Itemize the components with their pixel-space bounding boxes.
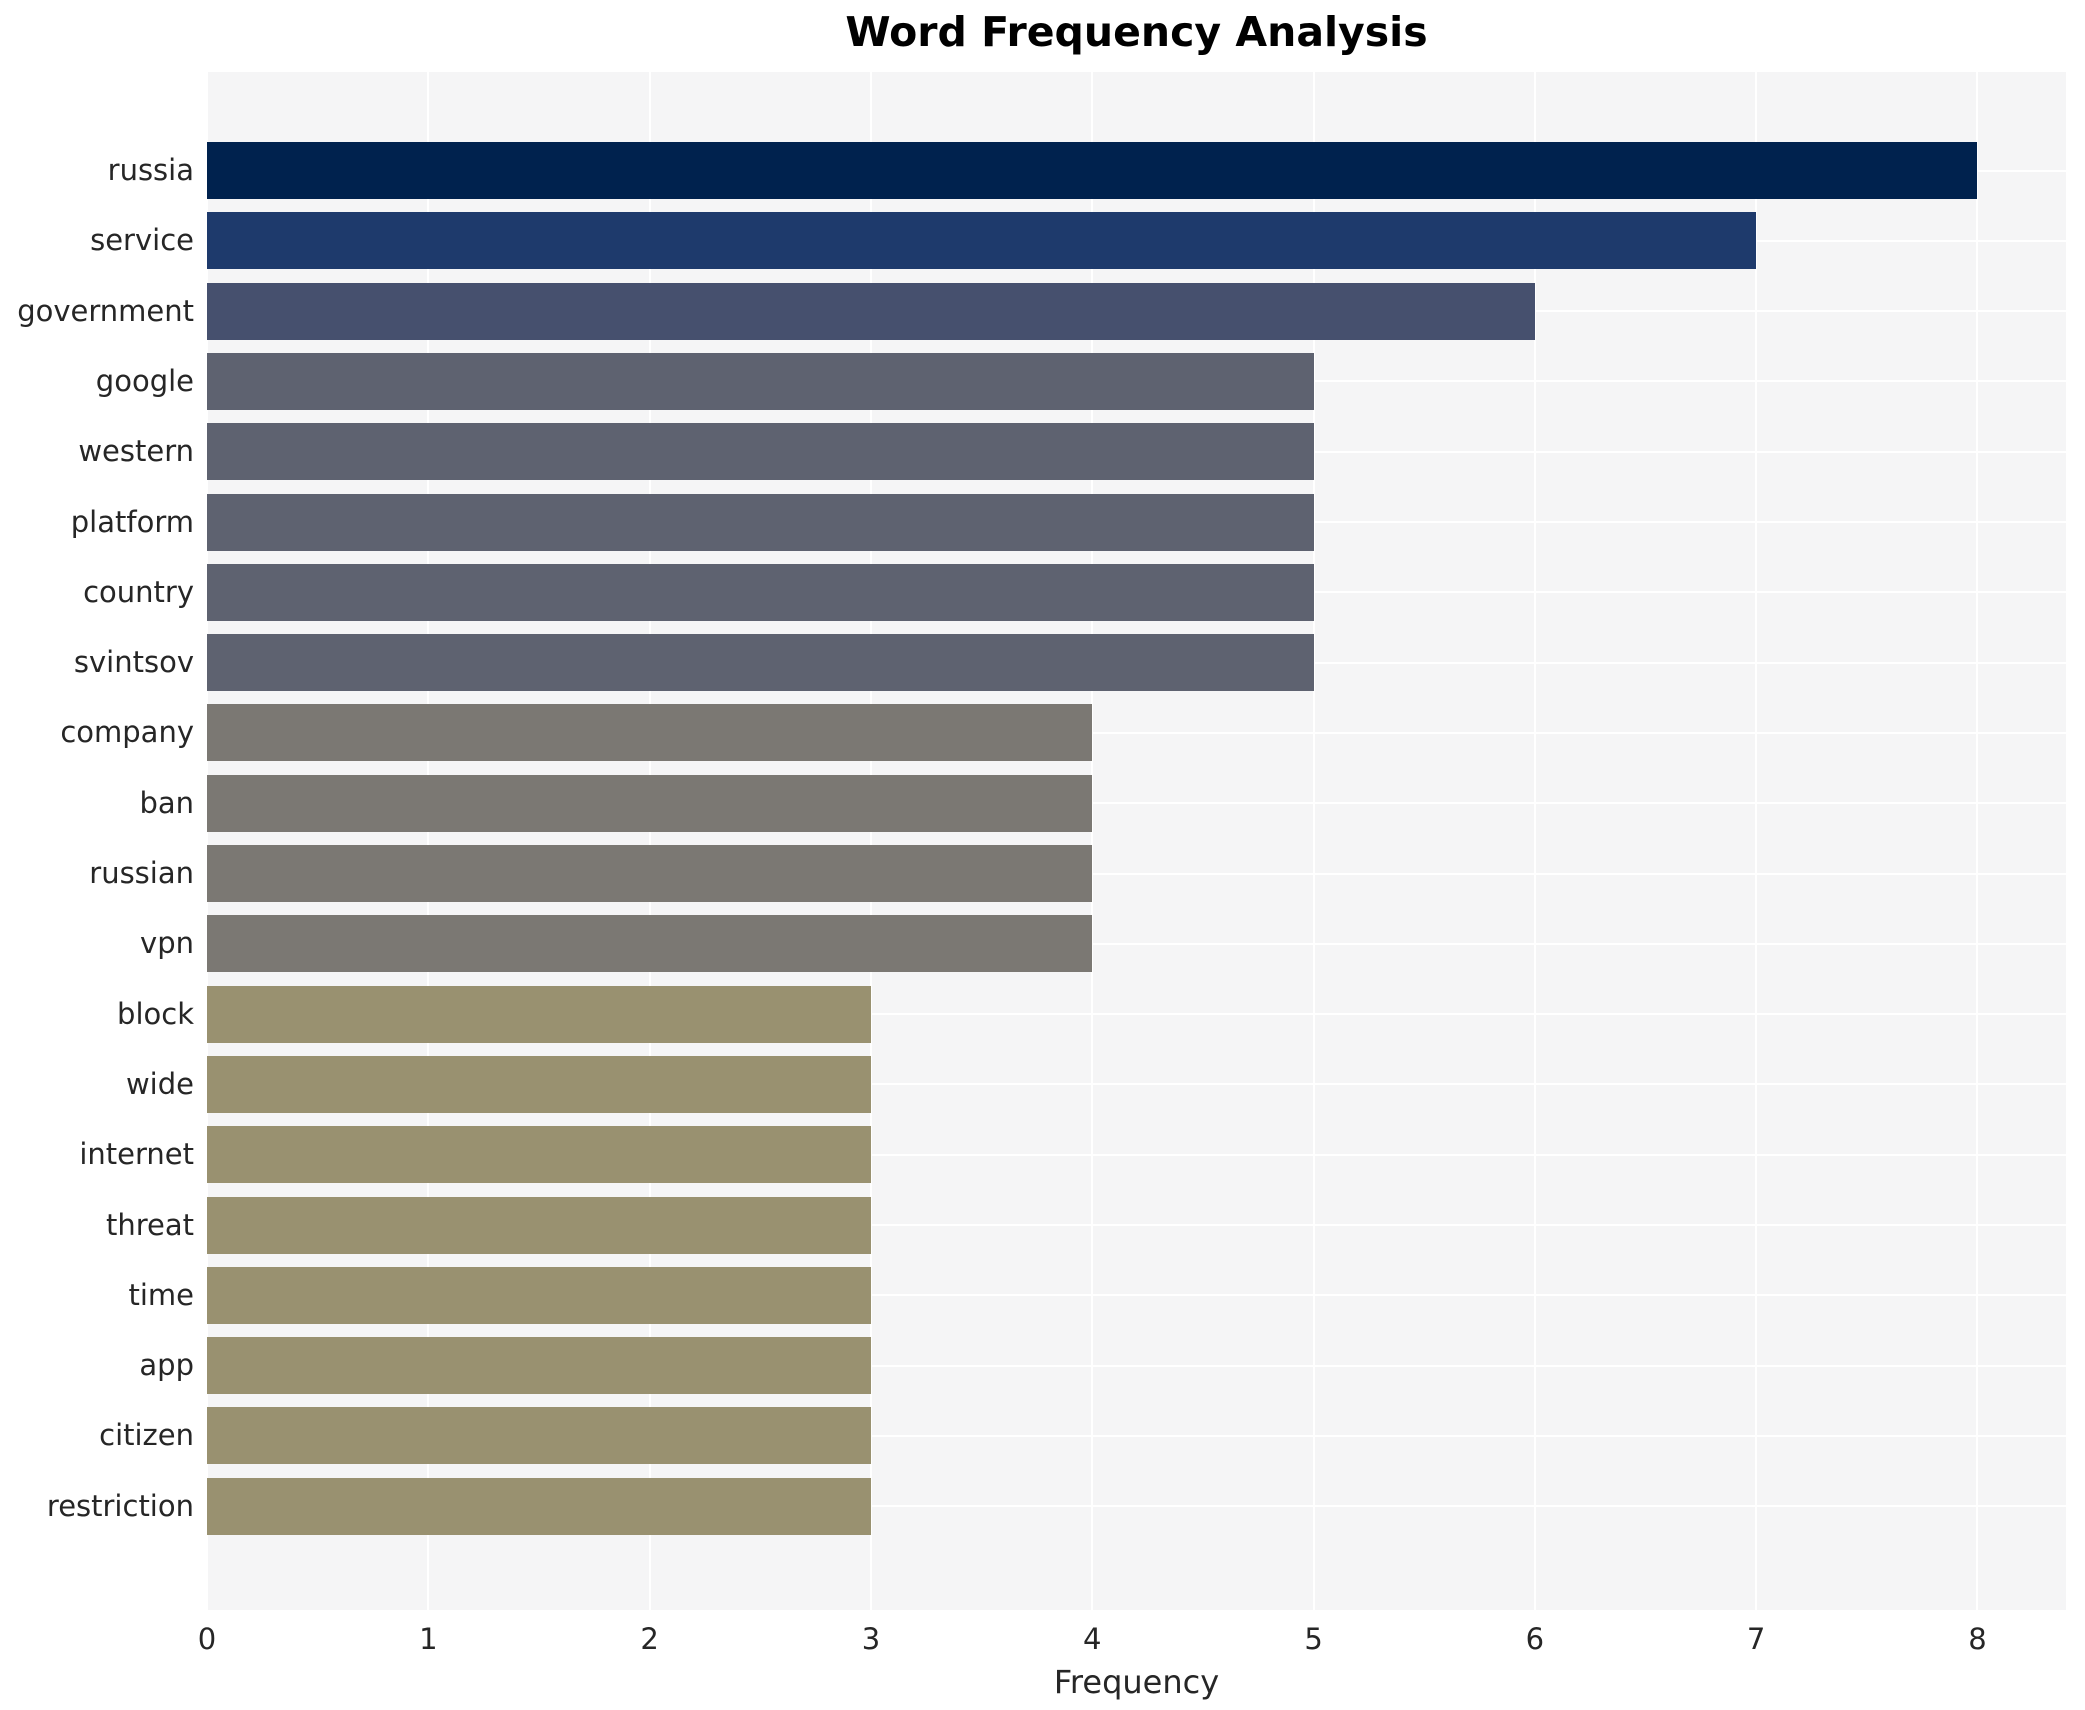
bar-citizen [207, 1407, 871, 1465]
gridline-y-citizen [207, 1434, 2066, 1437]
y-label-ban: ban [139, 785, 194, 820]
gridline-y-time [207, 1294, 2066, 1297]
bar-wide [207, 1055, 871, 1113]
bar-government [207, 282, 1535, 340]
gridline-x-4 [1091, 72, 1094, 1610]
gridline-x-7 [1755, 72, 1758, 1610]
bar-time [207, 1266, 871, 1324]
bar-block [207, 985, 871, 1043]
gridline-y-block [207, 1013, 2066, 1016]
y-label-russia: russia [107, 153, 194, 187]
bar-vpn [207, 915, 1093, 973]
bar-internet [207, 1126, 871, 1184]
y-label-google: google [95, 363, 194, 398]
gridline-y-wide [207, 1083, 2066, 1086]
bar-ban [207, 774, 1093, 832]
y-label-svintsov: svintsov [73, 645, 194, 680]
gridline-x-0 [206, 72, 208, 1610]
gridline-x-3 [869, 72, 872, 1610]
bar-russian [207, 845, 1093, 902]
y-label-vpn: vpn [140, 926, 194, 961]
y-label-app: app [139, 1348, 194, 1383]
x-tick-0: 0 [197, 1622, 217, 1656]
x-tick-2: 2 [640, 1622, 659, 1656]
y-label-service: service [90, 223, 194, 258]
x-tick-3: 3 [861, 1622, 881, 1656]
x-tick-6: 6 [1525, 1622, 1545, 1656]
plot-area [206, 72, 2066, 1610]
y-label-citizen: citizen [99, 1418, 194, 1453]
bar-svintsov [207, 634, 1314, 692]
y-label-restriction: restriction [46, 1488, 194, 1523]
y-label-western: western [78, 434, 194, 469]
y-label-threat: threat [105, 1207, 194, 1242]
x-tick-1: 1 [419, 1622, 438, 1656]
bar-country [207, 563, 1314, 621]
bar-platform [207, 493, 1314, 551]
y-label-government: government [17, 293, 194, 328]
x-tick-4: 4 [1083, 1622, 1102, 1656]
gridline-y-app [207, 1364, 2066, 1367]
bar-russia [207, 142, 1978, 199]
gridline-y-internet [207, 1153, 2066, 1156]
x-tick-5: 5 [1304, 1622, 1323, 1656]
bar-company [207, 704, 1093, 762]
bar-threat [207, 1196, 871, 1254]
y-label-wide: wide [125, 1066, 194, 1101]
x-axis-label: Frequency [1053, 1663, 1220, 1701]
bar-western [207, 423, 1314, 481]
gridline-y-restriction [207, 1505, 2066, 1508]
bar-service [207, 212, 1757, 270]
gridline-x-8 [1976, 72, 1979, 1610]
gridline-y-ban [207, 802, 2066, 805]
gridline-y-threat [207, 1224, 2066, 1226]
x-tick-7: 7 [1746, 1622, 1766, 1656]
gridline-y-company [207, 731, 2066, 734]
y-label-platform: platform [70, 504, 194, 539]
y-label-internet: internet [79, 1137, 194, 1172]
x-tick-8: 8 [1968, 1622, 1987, 1656]
chart-title: Word Frequency Analysis [845, 8, 1428, 56]
y-label-russian: russian [89, 856, 194, 890]
gridline-x-5 [1312, 72, 1315, 1610]
bar-app [207, 1337, 871, 1395]
gridline-y-vpn [207, 942, 2066, 945]
gridline-y-russian [207, 872, 2066, 875]
gridline-x-2 [648, 72, 651, 1610]
bar-google [207, 352, 1314, 410]
y-label-company: company [60, 715, 194, 750]
gridline-x-1 [427, 72, 430, 1610]
y-label-time: time [128, 1277, 194, 1312]
bar-restriction [207, 1477, 871, 1535]
y-label-country: country [83, 574, 194, 609]
y-label-block: block [117, 996, 194, 1031]
gridline-x-6 [1533, 72, 1536, 1610]
